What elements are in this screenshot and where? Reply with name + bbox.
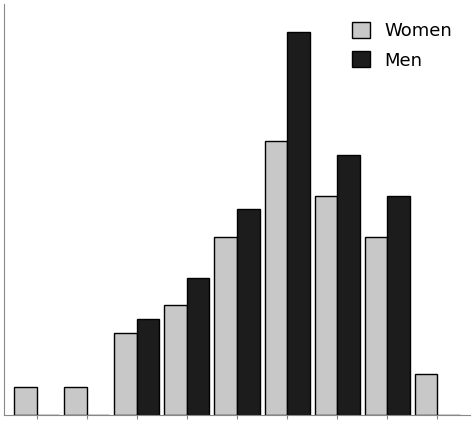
Bar	[237, 209, 260, 415]
Bar	[214, 237, 237, 415]
Bar	[114, 332, 137, 415]
Bar	[315, 196, 337, 415]
Bar	[164, 305, 187, 415]
Bar	[337, 155, 360, 415]
Bar	[64, 387, 87, 415]
Bar	[287, 32, 310, 415]
Bar	[365, 237, 387, 415]
Bar	[264, 141, 287, 415]
Bar	[387, 196, 410, 415]
Bar	[137, 319, 159, 415]
Bar	[415, 374, 438, 415]
Legend: Women, Men: Women, Men	[343, 13, 461, 79]
Bar	[14, 387, 36, 415]
Bar	[187, 278, 210, 415]
